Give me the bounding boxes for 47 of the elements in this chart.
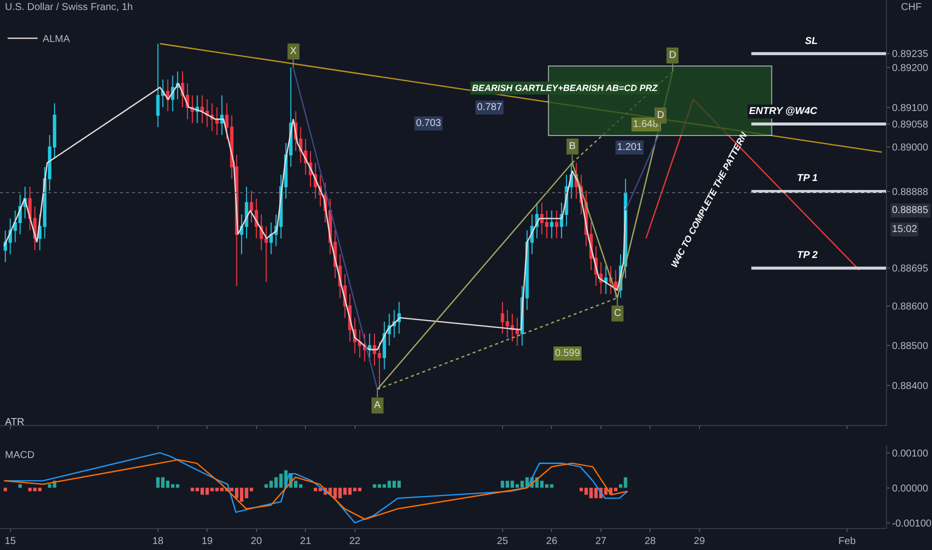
y-axis-title: CHF	[901, 2, 922, 13]
ref-line-label: SL	[805, 36, 818, 47]
text: MACD	[5, 450, 34, 461]
annotation: B	[569, 141, 576, 152]
y-tick-label: 0.89235	[892, 49, 929, 60]
y-tick-label: 0.89058	[892, 119, 929, 130]
annotation: 0.703	[416, 118, 442, 129]
y-tick-label: 0.88888	[892, 186, 929, 198]
x-tick-label: 28	[644, 536, 656, 547]
annotation: D	[657, 110, 664, 121]
ref-line-label: TP 2	[797, 250, 818, 261]
band-label: BEARISH GARTLEY+BEARISH AB=CD PRZ	[472, 83, 658, 93]
ref-line-label: ENTRY @W4C	[749, 106, 818, 117]
y-tick-label: 0.88600	[892, 301, 929, 312]
x-tick-label: 25	[496, 536, 508, 547]
annotation: A	[374, 400, 381, 411]
annotation: X	[290, 46, 297, 57]
y-tick-label: 0.89200	[892, 63, 929, 74]
y-tick-label: 0.88695	[892, 264, 929, 275]
annotation: C	[614, 308, 622, 319]
ref-line-label: TP 1	[797, 173, 818, 184]
x-tick-label: 21	[300, 536, 312, 547]
x-tick-label: 27	[595, 536, 607, 547]
annotation: 1.201	[617, 142, 642, 153]
y-tick-label: 0.88500	[892, 341, 929, 352]
annotation: ATR	[5, 417, 24, 428]
text: 15:02	[892, 224, 918, 235]
y-tick-label: 0.89100	[892, 102, 929, 114]
x-tick-label: 20	[250, 536, 262, 547]
text: 0.88885	[892, 205, 929, 216]
y-tick-label: 0.00100	[892, 448, 929, 460]
x-tick-label: 26	[546, 536, 558, 547]
x-tick-label: 22	[349, 536, 361, 547]
x-tick-label: 19	[202, 536, 214, 547]
annotation: 0.599	[555, 348, 580, 359]
y-tick-label: 0.00000	[892, 483, 929, 494]
chart-title: U.S. Dollar / Swiss Franc, 1h	[5, 2, 133, 13]
y-tick-label: 0.89000	[892, 142, 929, 154]
x-tick-label: 18	[152, 536, 164, 547]
x-tick-label: Feb	[838, 536, 856, 547]
x-tick-label: 15	[4, 536, 16, 547]
annotation: D	[669, 50, 676, 61]
legend-label: ALMA	[42, 34, 70, 46]
annotation: 0.787	[477, 102, 502, 113]
y-tick-label: -0.00100	[892, 518, 932, 530]
y-tick-label: 0.88400	[892, 380, 929, 392]
x-tick-label: 29	[694, 536, 706, 547]
